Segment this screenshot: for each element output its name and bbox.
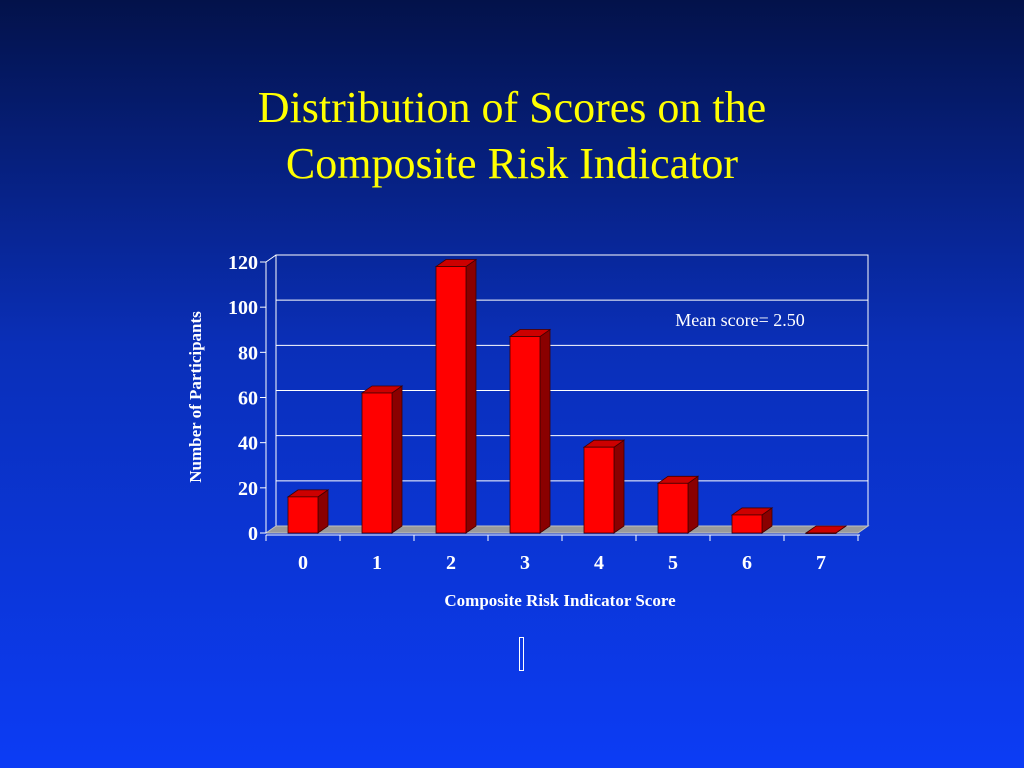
bar — [731, 514, 763, 534]
bar — [509, 336, 541, 534]
x-axis-label: Composite Risk Indicator Score — [444, 591, 676, 610]
title-line-2: Composite Risk Indicator — [285, 139, 739, 188]
y-tick-label: 60 — [238, 388, 258, 410]
x-tick-label: 3 — [520, 552, 530, 574]
y-tick-label: 20 — [238, 478, 258, 500]
bar-side — [465, 258, 477, 534]
y-axis-depth-line — [265, 254, 277, 263]
x-tick-label: 2 — [446, 552, 456, 574]
x-tick-label: 6 — [742, 552, 752, 574]
y-tick-label: 0 — [248, 523, 258, 545]
mean-score-annotation: Mean score= 2.50 — [675, 310, 805, 330]
title-line-1: Distribution of Scores on the — [257, 83, 767, 132]
bar-side — [317, 489, 329, 534]
bar — [287, 496, 319, 534]
bar-side — [539, 328, 551, 534]
bar — [435, 266, 467, 534]
bar — [657, 482, 689, 534]
y-tick-label: 120 — [228, 252, 258, 274]
bar-side — [613, 439, 625, 534]
bar-side — [391, 385, 403, 534]
bar — [805, 532, 837, 534]
x-tick-label: 5 — [668, 552, 678, 574]
y-axis-label: Number of Participants — [186, 311, 205, 483]
bar-side — [687, 475, 699, 534]
x-tick-label: 4 — [594, 552, 604, 574]
chart-floor — [264, 525, 870, 534]
x-tick-label: 7 — [816, 552, 826, 574]
x-tick-label: 1 — [372, 552, 382, 574]
text-cursor-icon — [519, 637, 524, 671]
slide-title: Distribution of Scores on the Composite … — [0, 80, 1024, 192]
y-tick-label: 80 — [238, 342, 258, 364]
x-tick-label: 0 — [298, 552, 308, 574]
y-tick-label: 100 — [228, 297, 258, 319]
bar — [583, 446, 615, 534]
y-tick-label: 40 — [238, 433, 258, 455]
bar — [361, 392, 393, 534]
